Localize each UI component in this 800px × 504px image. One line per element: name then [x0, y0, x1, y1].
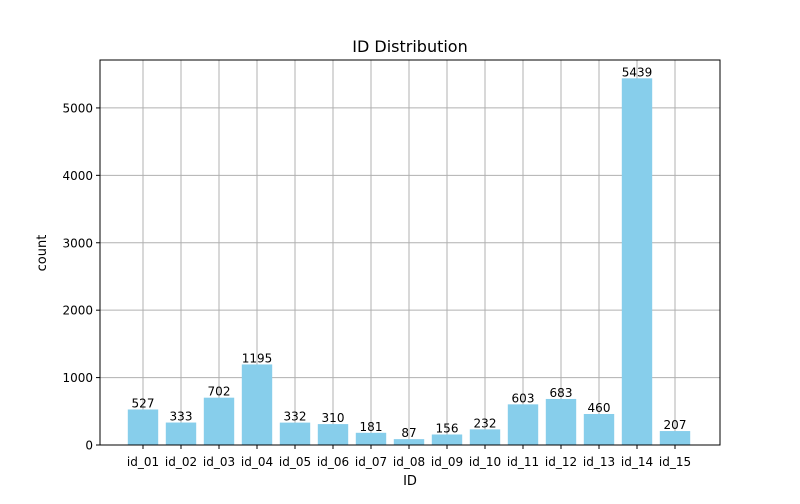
x-tick-label: id_15	[659, 455, 691, 469]
data-label: 207	[664, 418, 687, 432]
bar	[203, 397, 235, 445]
y-tick-label: 2000	[62, 304, 93, 318]
bar	[583, 413, 615, 445]
y-tick-label: 4000	[62, 169, 93, 183]
data-label: 683	[550, 386, 573, 400]
x-tick-label: id_05	[279, 455, 311, 469]
bar	[621, 78, 653, 445]
data-label: 232	[474, 416, 497, 430]
data-label: 156	[436, 421, 459, 435]
x-tick-label: id_03	[203, 455, 235, 469]
x-tick-label: id_10	[469, 455, 501, 469]
x-tick-label: id_08	[393, 455, 425, 469]
x-tick-label: id_02	[165, 455, 197, 469]
data-labels: 527 333 702 1195 332 310 181 87 156 232 603 683 460 5…	[132, 65, 687, 440]
bar	[659, 431, 691, 445]
chart-title: ID Distribution	[352, 37, 467, 56]
x-tick-label: id_13	[583, 455, 615, 469]
bar	[165, 422, 197, 445]
data-label: 603	[512, 391, 535, 405]
plot-frame	[99, 59, 721, 446]
data-label: 310	[322, 411, 345, 425]
bar	[545, 398, 577, 445]
data-label: 5439	[622, 65, 653, 79]
y-tick-label: 3000	[62, 236, 93, 250]
bar	[355, 432, 387, 445]
bars	[127, 78, 691, 445]
x-tick-label: id_01	[127, 455, 159, 469]
data-label: 181	[360, 420, 383, 434]
bar	[279, 422, 311, 445]
x-tick-label: id_04	[241, 455, 273, 469]
data-label: 1195	[242, 351, 273, 365]
bar	[431, 434, 463, 445]
y-tick-label: 5000	[62, 101, 93, 115]
bar	[507, 404, 539, 445]
bar	[469, 429, 501, 445]
x-tick-label: id_07	[355, 455, 387, 469]
y-axis-label: count	[35, 235, 50, 272]
bar	[393, 439, 425, 445]
x-tick-label: id_14	[621, 455, 653, 469]
bar	[127, 409, 159, 445]
data-label: 460	[588, 401, 611, 415]
x-tick-label: id_12	[545, 455, 577, 469]
x-tick-label: id_11	[507, 455, 539, 469]
data-label: 87	[401, 426, 416, 440]
y-tick-label: 0	[85, 439, 93, 453]
x-tick-label: id_09	[431, 455, 463, 469]
data-label: 702	[208, 385, 231, 399]
y-tick-label: 1000	[62, 371, 93, 385]
axes: 0 1000 2000 3000 4000 5000 id_01 id_02 id_03 id_0…	[62, 101, 691, 469]
data-label: 527	[132, 396, 155, 410]
x-axis-label: ID	[403, 474, 417, 489]
bar	[317, 424, 349, 445]
bar	[241, 364, 273, 445]
data-label: 332	[284, 410, 307, 424]
data-label: 333	[170, 410, 193, 424]
x-tick-label: id_06	[317, 455, 349, 469]
